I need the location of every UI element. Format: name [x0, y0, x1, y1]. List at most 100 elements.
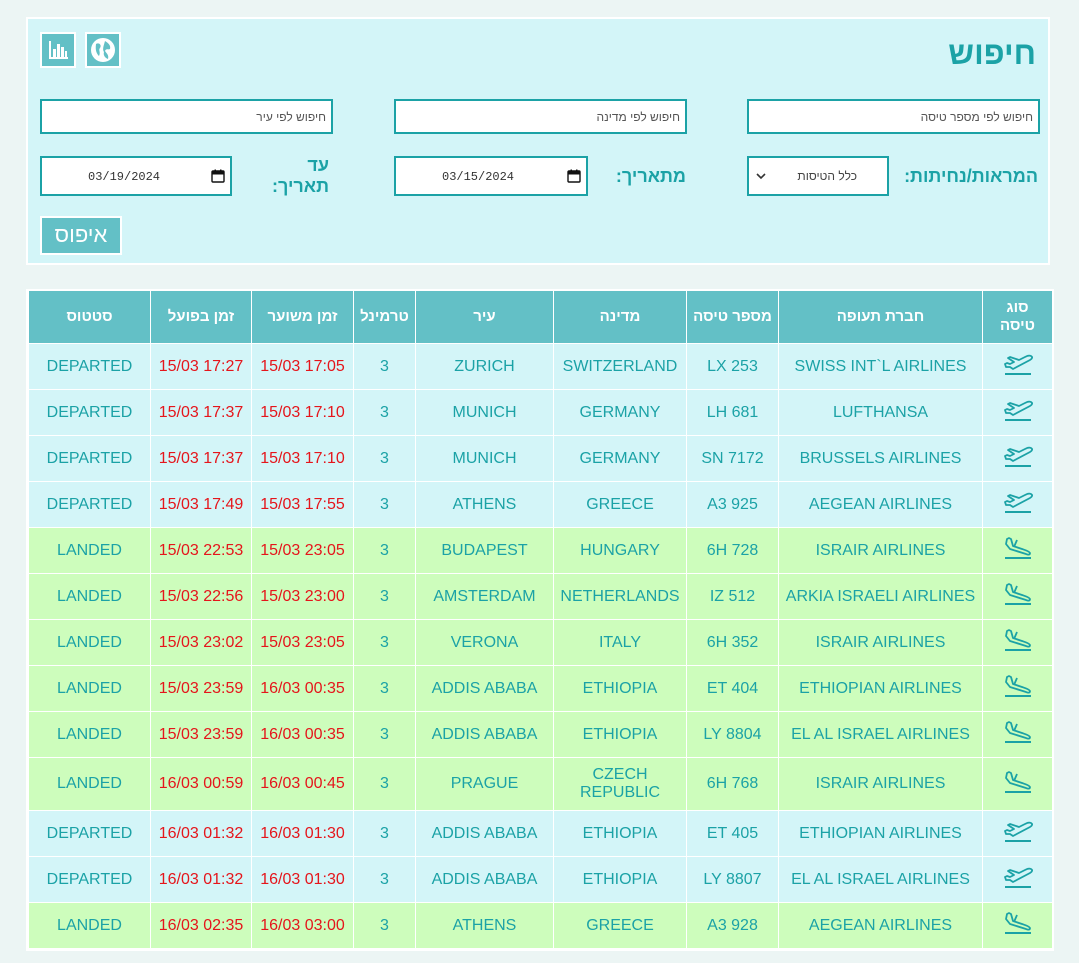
arrival-plane-icon: [1002, 583, 1034, 611]
header-status[interactable]: סטטוס: [28, 291, 151, 344]
table-row: EL AL ISRAEL AIRLINES LY 8807 ETHIOPIA ADDI…: [28, 856, 1053, 903]
flight-number-cell: 6H 768: [686, 757, 779, 811]
scheduled-time-cell: 01:30 16/03: [251, 856, 354, 903]
arrival-plane-icon: [1002, 912, 1034, 940]
header-flight-type-line2: טיסה: [999, 317, 1035, 334]
country-cell: GREECE: [553, 902, 687, 949]
country-cell: NETHERLANDS: [553, 573, 687, 620]
city-cell: MUNICH: [415, 389, 554, 436]
status-cell: DEPARTED: [28, 481, 151, 528]
terminal-cell: 3: [353, 711, 416, 758]
country-cell: ETHIOPIA: [553, 856, 687, 903]
to-date-input[interactable]: 03/19/2024: [40, 156, 232, 196]
country-cell: GERMANY: [553, 435, 687, 482]
terminal-cell: 3: [353, 619, 416, 666]
terminal-cell: 3: [353, 856, 416, 903]
city-cell: BUDAPEST: [415, 527, 554, 574]
to-date-label: עד תאריך:: [272, 155, 329, 197]
arrival-plane-icon: [1002, 629, 1034, 657]
flight-type-cell: [982, 343, 1053, 390]
table-row: ISRAIR AIRLINES 6H 352 ITALY VERONA 3 23:05 1…: [28, 619, 1053, 666]
header-flight-type[interactable]: סוג טיסה: [982, 291, 1053, 344]
airline-cell: EL AL ISRAEL AIRLINES: [778, 856, 983, 903]
table-row: ISRAIR AIRLINES 6H 728 HUNGARY BUDAPEST 3 23:…: [28, 527, 1053, 574]
header-city[interactable]: עיר: [415, 291, 554, 344]
header-terminal[interactable]: טרמינל: [353, 291, 416, 344]
scheduled-time-cell: 01:30 16/03: [251, 810, 354, 857]
actual-time-cell: 23:02 15/03: [150, 619, 252, 666]
flight-type-cell: [982, 856, 1053, 903]
flight-number-cell: 6H 728: [686, 527, 779, 574]
status-cell: DEPARTED: [28, 343, 151, 390]
to-date-label-line2: תאריך:: [271, 176, 329, 196]
calendar-icon[interactable]: [211, 169, 225, 183]
actual-time-cell: 17:27 15/03: [150, 343, 252, 390]
city-cell: ATHENS: [415, 481, 554, 528]
terminal-cell: 3: [353, 435, 416, 482]
country-cell: ETHIOPIA: [553, 665, 687, 712]
reset-button[interactable]: איפוס: [40, 216, 122, 255]
airline-cell: SWISS INT`L AIRLINES: [778, 343, 983, 390]
arrival-plane-icon: [1002, 537, 1034, 565]
from-date-input[interactable]: 03/15/2024: [394, 156, 588, 196]
header-airline[interactable]: חברת תעופה: [778, 291, 983, 344]
table-row: ETHIOPIAN AIRLINES ET 404 ETHIOPIA ADDIS AB…: [28, 665, 1053, 712]
city-cell: PRAGUE: [415, 757, 554, 811]
status-cell: LANDED: [28, 527, 151, 574]
scheduled-time-cell: 23:05 15/03: [251, 527, 354, 574]
globe-icon: [91, 38, 115, 62]
actual-time-cell: 17:37 15/03: [150, 389, 252, 436]
city-cell: VERONA: [415, 619, 554, 666]
flight-type-cell: [982, 810, 1053, 857]
arrival-plane-icon: [1002, 721, 1034, 749]
city-cell: ADDIS ABABA: [415, 665, 554, 712]
chart-button[interactable]: [40, 32, 76, 68]
departure-plane-icon: [1002, 446, 1034, 473]
country-cell: ITALY: [553, 619, 687, 666]
page-title: חיפוש: [948, 35, 1036, 71]
flight-type-cell: [982, 711, 1053, 758]
flight-number-cell: A3 928: [686, 902, 779, 949]
calendar-icon[interactable]: [567, 169, 581, 183]
flight-number-cell: A3 925: [686, 481, 779, 528]
header-scheduled-time[interactable]: זמן משוער: [251, 291, 354, 344]
city-cell: MUNICH: [415, 435, 554, 482]
chevron-down-icon: [756, 173, 766, 180]
table-row: ETHIOPIAN AIRLINES ET 405 ETHIOPIA ADDIS AB…: [28, 810, 1053, 857]
flight-type-cell: [982, 481, 1053, 528]
flights-table-body: SWISS INT`L AIRLINES LX 253 SWITZERLAND ZUR…: [28, 343, 1053, 949]
actual-time-cell: 00:59 16/03: [150, 757, 252, 811]
header-actual-time[interactable]: זמן בפועל: [150, 291, 252, 344]
scheduled-time-cell: 23:00 15/03: [251, 573, 354, 620]
flight-number-cell: LY 8804: [686, 711, 779, 758]
header-country[interactable]: מדינה: [553, 291, 687, 344]
airline-cell: AEGEAN AIRLINES: [778, 902, 983, 949]
table-row: EL AL ISRAEL AIRLINES LY 8804 ETHIOPIA ADDI…: [28, 711, 1053, 758]
globe-button[interactable]: [85, 32, 121, 68]
flight-number-search-input[interactable]: [747, 99, 1040, 134]
terminal-cell: 3: [353, 810, 416, 857]
scheduled-time-cell: 17:55 15/03: [251, 481, 354, 528]
country-search-input[interactable]: [394, 99, 687, 134]
actual-time-cell: 23:59 15/03: [150, 665, 252, 712]
departure-plane-icon: [1002, 400, 1034, 427]
direction-select[interactable]: כלל הטיסות: [747, 156, 889, 196]
country-cell: ETHIOPIA: [553, 711, 687, 758]
departure-plane-icon: [1002, 867, 1034, 894]
actual-time-cell: 23:59 15/03: [150, 711, 252, 758]
flight-type-cell: [982, 389, 1053, 436]
status-cell: LANDED: [28, 711, 151, 758]
bar-chart-icon: [49, 41, 68, 59]
from-date-value: 03/15/2024: [442, 170, 515, 184]
header-flight-number[interactable]: מספר טיסה: [686, 291, 779, 344]
table-row: ARKIA ISRAELI AIRLINES IZ 512 NETHERLANDS A…: [28, 573, 1053, 620]
airline-cell: ISRAIR AIRLINES: [778, 619, 983, 666]
scheduled-time-cell: 17:10 15/03: [251, 389, 354, 436]
flight-number-cell: LX 253: [686, 343, 779, 390]
city-search-input[interactable]: [40, 99, 333, 134]
flight-number-cell: ET 404: [686, 665, 779, 712]
arrival-plane-icon: [1002, 770, 1034, 799]
table-row: ISRAIR AIRLINES 6H 768 CZECH REPUBLIC PRAGU…: [28, 757, 1053, 811]
flight-number-cell: ET 405: [686, 810, 779, 857]
table-header-row: סוג טיסה חברת תעופה מספר טיסה מדינה עיר ט…: [28, 291, 1053, 344]
